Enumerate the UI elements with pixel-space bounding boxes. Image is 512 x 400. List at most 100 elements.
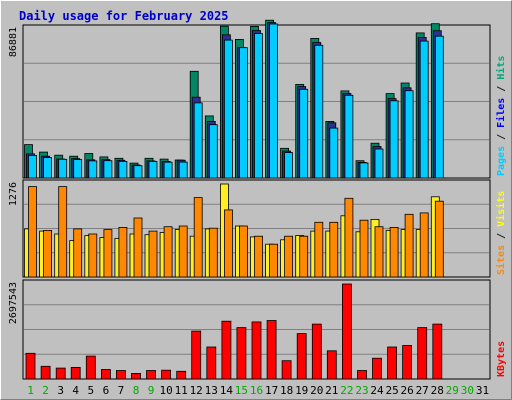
bar-sites-day-9 [148, 230, 158, 278]
x-tick-label-day-3: 3 [57, 384, 64, 397]
bar-pages-day-13 [208, 124, 218, 179]
x-tick-label-day-30: 30 [461, 384, 474, 397]
bar-pages-day-4 [73, 159, 83, 179]
bar-pages-day-16 [254, 33, 263, 179]
x-tick-label-day-28: 28 [431, 384, 444, 397]
bar-pages-day-25 [389, 100, 399, 179]
bar-sites-day-15 [238, 225, 248, 278]
x-tick-label-day-12: 12 [190, 384, 203, 397]
x-tick-label-day-21: 21 [325, 384, 338, 397]
x-tick-label-day-29: 29 [446, 384, 459, 397]
bar-kbytes-day-19 [296, 333, 307, 380]
legend-sites-visits: Sites / Visits [495, 191, 507, 275]
x-tick-label-day-14: 14 [220, 384, 234, 397]
bar-pages-day-2 [43, 157, 52, 179]
bar-sites-day-23 [359, 219, 369, 278]
legend-entry-sites-visits-1: / [496, 227, 507, 245]
bar-kbytes-day-17 [266, 320, 277, 380]
bar-sites-day-8 [133, 217, 143, 278]
bar-kbytes-day-28 [432, 323, 443, 380]
x-tick-label-day-17: 17 [265, 384, 278, 397]
bar-sites-day-2 [43, 229, 52, 278]
bar-pages-day-17 [269, 23, 279, 179]
bar-sites-day-6 [103, 229, 113, 278]
x-tick-label-day-27: 27 [416, 384, 429, 397]
bar-sites-day-19 [299, 235, 309, 278]
x-tick-label-day-26: 26 [400, 384, 413, 397]
x-tick-label-day-18: 18 [280, 384, 293, 397]
bar-sites-day-21 [329, 221, 339, 278]
bar-sites-day-5 [88, 233, 98, 278]
bar-kbytes-day-12 [191, 330, 202, 380]
bar-sites-day-28 [434, 200, 444, 278]
legend-entry-sites-visits-2: Visits [495, 191, 507, 227]
chart-title: Daily usage for February 2025 [19, 9, 229, 23]
x-tick-label-day-5: 5 [87, 384, 94, 397]
legend-entry-hits-files-pages-0: Pages [496, 146, 507, 176]
bar-pages-day-23 [359, 162, 369, 179]
x-tick-label-day-1: 1 [27, 384, 34, 397]
x-tick-label-day-7: 7 [118, 384, 125, 397]
bar-pages-day-28 [434, 35, 444, 179]
bar-sites-day-25 [389, 226, 399, 278]
bar-kbytes-day-18 [281, 360, 292, 380]
legend-entry-sites-visits-0: Sites [495, 245, 507, 275]
bar-kbytes-day-9 [146, 370, 156, 380]
bar-kbytes-day-22 [341, 283, 352, 380]
bar-pages-day-9 [148, 161, 158, 179]
x-tick-label-day-10: 10 [159, 384, 172, 397]
bar-pages-day-27 [419, 40, 429, 179]
bar-pages-day-3 [58, 158, 68, 179]
bar-kbytes-day-20 [311, 323, 322, 380]
bar-kbytes-day-26 [402, 345, 413, 380]
x-tick-label-day-25: 25 [385, 384, 398, 397]
bar-pages-day-5 [88, 160, 98, 179]
bar-sites-day-3 [58, 186, 68, 278]
y-axis-max-label-hits-files-pages: 86881 [8, 27, 19, 57]
bar-sites-day-11 [178, 225, 188, 278]
bar-pages-day-8 [133, 165, 143, 179]
x-tick-label-day-24: 24 [370, 384, 384, 397]
bar-kbytes-day-14 [221, 320, 232, 380]
bar-pages-day-15 [238, 47, 248, 179]
bar-sites-day-1 [28, 186, 37, 278]
x-tick-label-day-19: 19 [295, 384, 308, 397]
bar-sites-day-7 [118, 226, 128, 278]
bar-kbytes-day-16 [251, 321, 262, 380]
bar-sites-day-18 [284, 235, 294, 278]
bar-kbytes-day-15 [236, 327, 247, 380]
bar-sites-day-16 [254, 235, 263, 278]
bar-sites-day-14 [223, 209, 233, 278]
y-axis-max-label-sites-visits: 1276 [8, 182, 19, 206]
bar-kbytes-day-24 [372, 357, 382, 380]
x-tick-label-day-23: 23 [355, 384, 368, 397]
legend-entry-hits-files-pages-2: Files [495, 98, 507, 128]
bar-pages-day-19 [299, 88, 309, 179]
legend-entry-hits-files-pages-3: / [496, 80, 507, 98]
bar-pages-day-12 [193, 102, 203, 179]
bar-pages-day-10 [163, 161, 173, 179]
legend-hits-files-pages: Pages / Files / Hits [495, 56, 507, 176]
x-tick-label-day-31: 31 [476, 384, 489, 397]
legend-entry-kbytes-0: KBytes [496, 341, 507, 377]
x-tick-label-day-11: 11 [175, 384, 188, 397]
bar-kbytes-day-23 [357, 370, 367, 380]
legend-entry-hits-files-pages-4: Hits [495, 56, 507, 80]
bar-pages-day-18 [284, 152, 294, 179]
x-tick-label-day-16: 16 [250, 384, 263, 397]
legend-entry-hits-files-pages-1: / [496, 128, 507, 146]
x-tick-label-day-2: 2 [42, 384, 49, 397]
bar-kbytes-day-4 [70, 366, 81, 380]
bar-kbytes-day-11 [176, 370, 187, 380]
bar-pages-day-26 [404, 90, 414, 179]
bar-sites-day-26 [404, 213, 414, 278]
bar-kbytes-day-10 [161, 369, 172, 380]
bar-kbytes-day-7 [116, 370, 126, 380]
bar-sites-day-10 [163, 226, 173, 278]
x-tick-label-day-15: 15 [235, 384, 248, 397]
bar-sites-day-17 [269, 243, 279, 278]
bar-kbytes-day-21 [326, 350, 337, 380]
bar-pages-day-21 [329, 127, 339, 179]
bar-pages-day-1 [28, 154, 37, 179]
legend-kbytes: KBytes [496, 341, 507, 377]
